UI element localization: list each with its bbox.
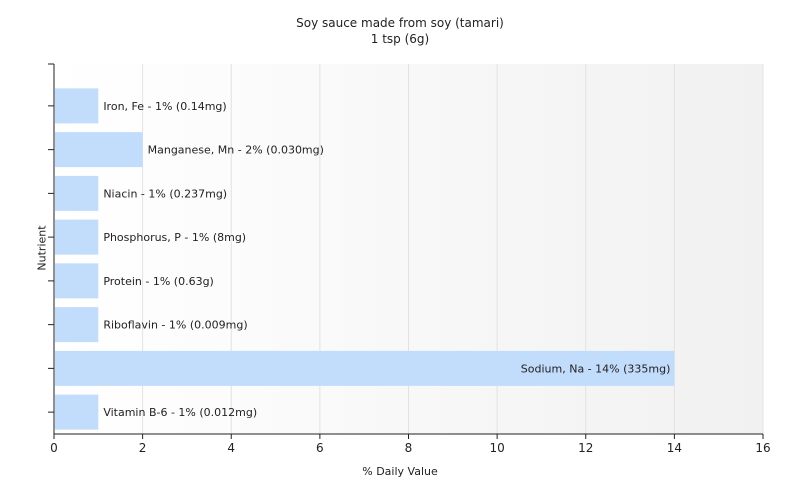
x-tick-label-0: 0 bbox=[50, 441, 58, 455]
x-tick-label-5: 10 bbox=[489, 441, 504, 455]
x-axis-label: % Daily Value bbox=[362, 465, 438, 478]
bar-4 bbox=[55, 263, 99, 299]
x-tick-label-7: 14 bbox=[667, 441, 682, 455]
bar-label-3: Phosphorus, P - 1% (8mg) bbox=[103, 231, 246, 244]
y-axis-label: Nutrient bbox=[35, 225, 49, 271]
bar-2 bbox=[55, 175, 99, 211]
bar-label-1: Manganese, Mn - 2% (0.030mg) bbox=[148, 144, 324, 157]
bar-6 bbox=[55, 350, 675, 386]
bar-1 bbox=[55, 132, 143, 168]
bar-label-6: Sodium, Na - 14% (335mg) bbox=[521, 362, 671, 375]
x-tick-label-1: 2 bbox=[139, 441, 147, 455]
bar-0 bbox=[55, 88, 99, 124]
bar-7 bbox=[55, 394, 99, 430]
x-tick-label-2: 4 bbox=[227, 441, 235, 455]
bar-label-7: Vitamin B-6 - 1% (0.012mg) bbox=[103, 406, 257, 419]
bar-5 bbox=[55, 307, 99, 343]
bar-label-4: Protein - 1% (0.63g) bbox=[103, 275, 214, 288]
bar-label-2: Niacin - 1% (0.237mg) bbox=[103, 187, 227, 200]
bar-label-5: Riboflavin - 1% (0.009mg) bbox=[103, 319, 247, 332]
x-tick-label-6: 12 bbox=[578, 441, 593, 455]
bar-label-0: Iron, Fe - 1% (0.14mg) bbox=[103, 100, 226, 113]
x-tick-label-4: 8 bbox=[405, 441, 413, 455]
bar-3 bbox=[55, 219, 99, 255]
x-tick-label-8: 16 bbox=[755, 441, 770, 455]
chart-subtitle: 1 tsp (6g) bbox=[370, 32, 430, 46]
x-tick-label-3: 6 bbox=[316, 441, 324, 455]
chart-title: Soy sauce made from soy (tamari) bbox=[296, 16, 504, 30]
